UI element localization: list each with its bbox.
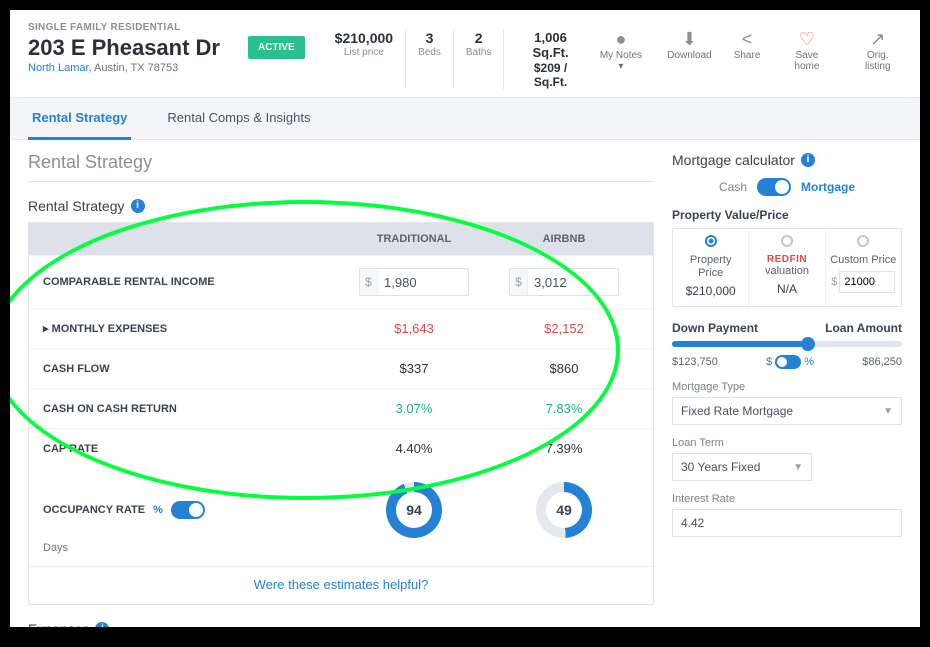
note-icon: ● bbox=[597, 28, 646, 50]
expenses-section-title: Expenses i bbox=[28, 621, 654, 627]
down-payment-header: Down Payment Loan Amount bbox=[672, 321, 902, 335]
mortgage-type-select[interactable]: Fixed Rate Mortgage ▼ bbox=[672, 397, 902, 425]
property-address: 203 E Pheasant Dr bbox=[28, 35, 220, 61]
interest-rate-input[interactable]: 4.42 bbox=[672, 509, 902, 537]
occupancy-days-label: Days bbox=[29, 542, 653, 566]
loan-term-select[interactable]: 30 Years Fixed ▼ bbox=[672, 453, 812, 481]
status-badge: ACTIVE bbox=[248, 36, 305, 59]
row-comparable-rental-income: COMPARABLE RENTAL INCOME $ $ bbox=[29, 255, 653, 308]
info-icon[interactable]: i bbox=[95, 622, 109, 627]
stat-beds: 3 Beds bbox=[406, 30, 454, 89]
download-button[interactable]: ⬇ Download bbox=[667, 28, 711, 72]
strategy-table-header: TRADITIONAL AIRBNB bbox=[29, 223, 653, 255]
orig-listing-button[interactable]: ↗ Orig. listing bbox=[853, 28, 902, 72]
row-occupancy: OCCUPANCY RATE % 94 49 bbox=[29, 468, 653, 542]
down-payment-slider[interactable] bbox=[672, 341, 902, 347]
dp-unit-toggle[interactable] bbox=[775, 355, 801, 369]
row-cap-rate: CAP RATE 4.40% 7.39% bbox=[29, 428, 653, 468]
property-header: SINGLE FAMILY RESIDENTIAL 203 E Pheasant… bbox=[10, 10, 920, 98]
row-cash-on-cash: CASH ON CASH RETURN 3.07% 7.83% bbox=[29, 388, 653, 428]
share-button[interactable]: < Share bbox=[734, 28, 761, 72]
cash-mortgage-switch[interactable] bbox=[757, 178, 791, 196]
property-locality: North Lamar, Austin, TX 78753 bbox=[28, 62, 220, 74]
radio-icon bbox=[781, 235, 793, 247]
cri-airbnb-input[interactable]: $ bbox=[509, 268, 619, 296]
pv-property-price[interactable]: Property Price $210,000 bbox=[673, 229, 749, 306]
row-monthly-expenses[interactable]: ▸ MONTHLY EXPENSES $1,643 $2,152 bbox=[29, 308, 653, 348]
info-icon[interactable]: i bbox=[801, 153, 815, 167]
address-block: SINGLE FAMILY RESIDENTIAL 203 E Pheasant… bbox=[28, 22, 220, 74]
rental-strategy-section-title: Rental Strategy i bbox=[28, 198, 654, 214]
property-value-label: Property Value/Price bbox=[672, 208, 902, 222]
estimates-helpful-link[interactable]: Were these estimates helpful? bbox=[29, 566, 653, 604]
mortgage-type-label: Mortgage Type bbox=[672, 381, 902, 393]
chevron-down-icon: ▼ bbox=[793, 462, 803, 473]
chevron-down-icon: ▼ bbox=[883, 406, 893, 417]
dollar-icon: $ bbox=[510, 269, 528, 295]
cri-traditional-input[interactable]: $ bbox=[359, 268, 469, 296]
occupancy-donut-airbnb: 49 bbox=[536, 482, 592, 538]
col-traditional: TRADITIONAL bbox=[339, 233, 489, 245]
pv-redfin[interactable]: REDFIN valuation N/A bbox=[749, 229, 825, 306]
stat-list-price: $210,000 List price bbox=[323, 30, 406, 89]
left-column: Rental Strategy Rental Strategy i TRADIT… bbox=[28, 152, 654, 627]
radio-icon bbox=[857, 235, 869, 247]
pv-custom-price[interactable]: Custom Price $ bbox=[826, 229, 901, 306]
row-cash-flow: CASH FLOW $337 $860 bbox=[29, 348, 653, 388]
tab-rental-comps[interactable]: Rental Comps & Insights bbox=[163, 98, 314, 140]
down-payment-values: $123,750 $ % $86,250 bbox=[672, 355, 902, 369]
header-actions: ● My Notes ▾ ⬇ Download < Share ♡ Save h… bbox=[597, 28, 902, 72]
col-airbnb: AIRBNB bbox=[489, 233, 639, 245]
custom-price-input[interactable] bbox=[839, 271, 895, 293]
stat-sqft: 1,006 Sq.Ft. $209 / Sq.Ft. bbox=[504, 30, 596, 89]
main-content: Rental Strategy Rental Strategy i TRADIT… bbox=[10, 140, 920, 627]
page-title: Rental Strategy bbox=[28, 152, 654, 182]
stat-baths: 2 Baths bbox=[454, 30, 505, 89]
mortgage-calc-title: Mortgage calculator i bbox=[672, 152, 902, 168]
save-home-button[interactable]: ♡ Save home bbox=[782, 28, 831, 72]
property-stats: $210,000 List price 3 Beds 2 Baths 1,006… bbox=[323, 30, 597, 89]
mortgage-calculator: Mortgage calculator i Cash Mortgage Prop… bbox=[672, 152, 902, 627]
heart-icon: ♡ bbox=[782, 28, 831, 50]
cash-mortgage-toggle: Cash Mortgage bbox=[672, 178, 902, 196]
dollar-icon: $ bbox=[360, 269, 378, 295]
download-icon: ⬇ bbox=[667, 28, 711, 50]
info-icon[interactable]: i bbox=[131, 199, 145, 213]
tab-rental-strategy[interactable]: Rental Strategy bbox=[28, 98, 131, 140]
interest-rate-label: Interest Rate bbox=[672, 493, 902, 505]
share-icon: < bbox=[734, 28, 761, 50]
property-value-options: Property Price $210,000 REDFIN valuation… bbox=[672, 228, 902, 307]
rental-strategy-table: TRADITIONAL AIRBNB COMPARABLE RENTAL INC… bbox=[28, 222, 654, 605]
occupancy-donut-traditional: 94 bbox=[386, 482, 442, 538]
occupancy-unit-toggle[interactable] bbox=[171, 501, 205, 519]
my-notes-button[interactable]: ● My Notes ▾ bbox=[597, 28, 646, 72]
property-type: SINGLE FAMILY RESIDENTIAL bbox=[28, 22, 220, 33]
loan-term-label: Loan Term bbox=[672, 437, 902, 449]
radio-icon bbox=[705, 235, 717, 247]
area-link[interactable]: North Lamar bbox=[28, 62, 89, 74]
external-link-icon: ↗ bbox=[853, 28, 902, 50]
main-tabs: Rental Strategy Rental Comps & Insights bbox=[10, 98, 920, 140]
